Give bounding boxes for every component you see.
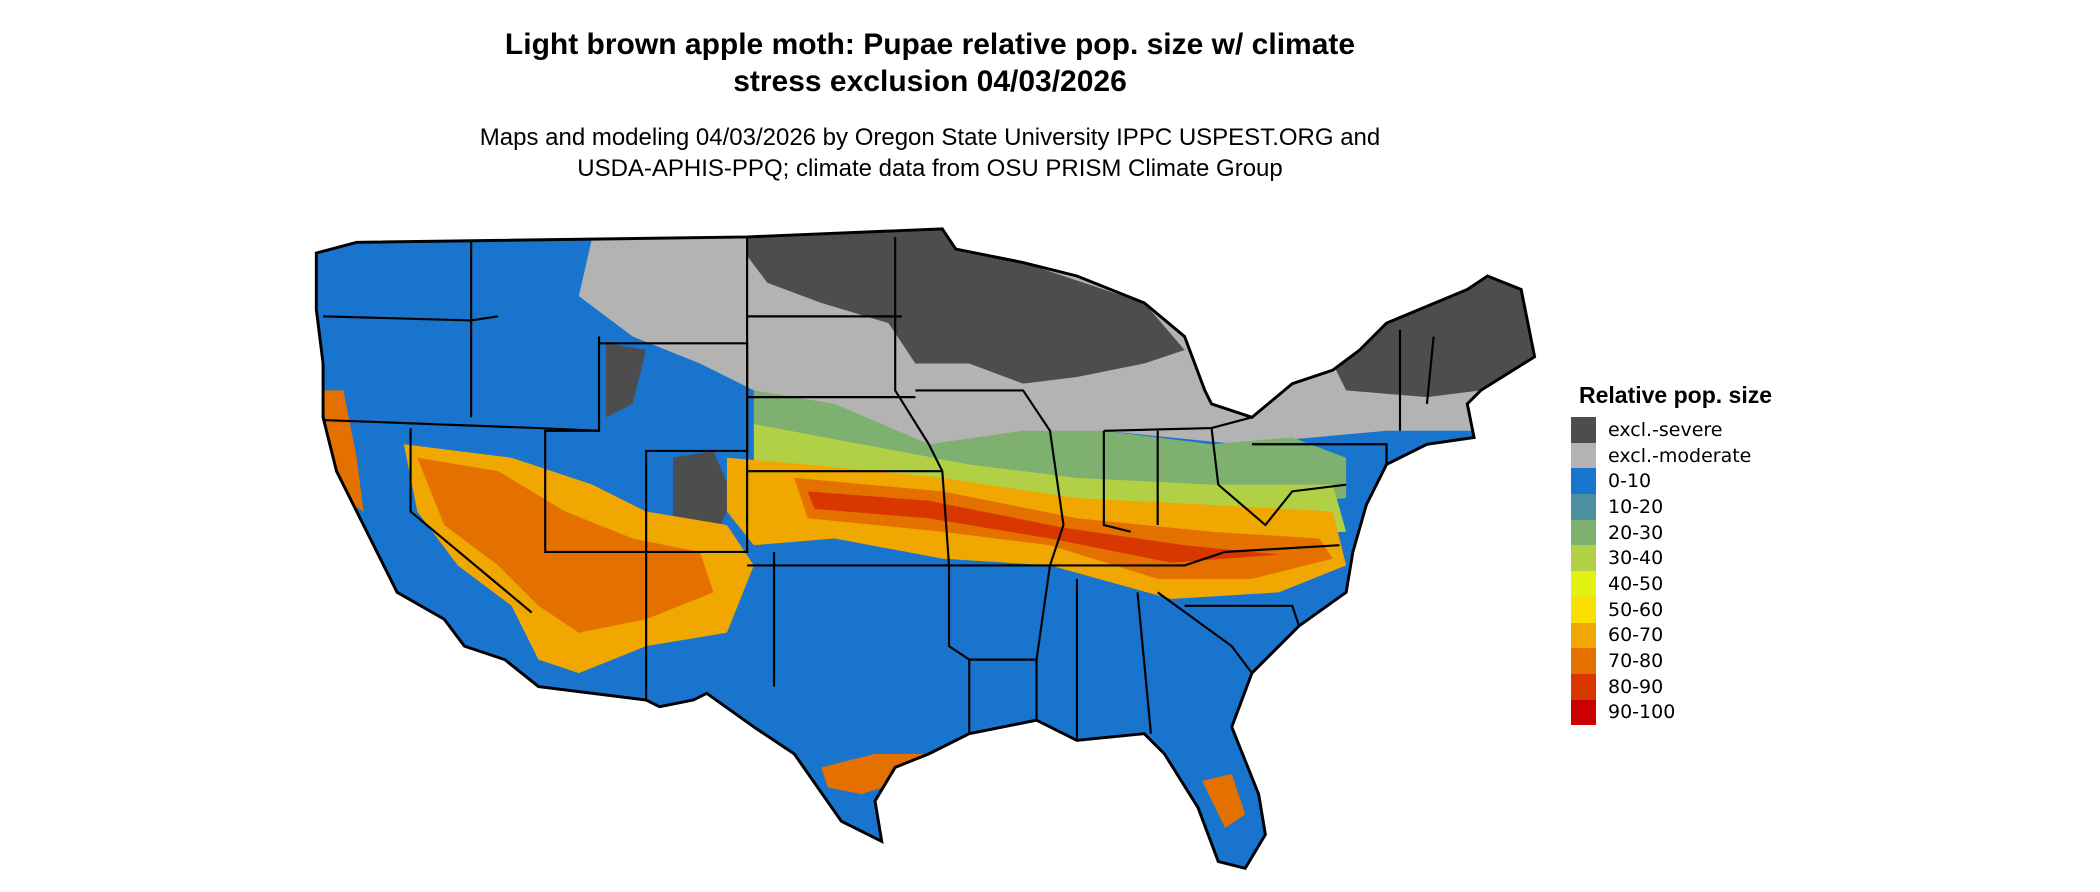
legend-swatch	[1571, 494, 1596, 520]
map-subtitle: Maps and modeling 04/03/2026 by Oregon S…	[360, 122, 1500, 184]
legend-label: 80-90	[1608, 675, 1664, 698]
legend-swatch	[1571, 442, 1596, 469]
legend: Relative pop. size excl.-severe excl.-mod…	[1571, 382, 1773, 726]
legend-swatch	[1571, 673, 1596, 700]
legend-label: 30-40	[1608, 547, 1664, 570]
legend-item: excl.-moderate	[1571, 442, 1772, 469]
legend-item: 10-20	[1571, 494, 1772, 520]
legend-label: excl.-moderate	[1608, 444, 1752, 467]
legend-title: Relative pop. size	[1579, 382, 1773, 408]
legend-item: 90-100	[1571, 699, 1772, 726]
legend-label: 20-30	[1608, 521, 1664, 544]
legend-swatch	[1571, 648, 1596, 674]
legend-swatch	[1571, 545, 1596, 572]
map-title-line1: Light brown apple moth: Pupae relative p…	[504, 28, 1356, 61]
legend-item: 50-60	[1571, 596, 1772, 623]
map-subtitle-line1: Maps and modeling 04/03/2026 by Oregon S…	[479, 124, 1381, 151]
legend-item: 20-30	[1571, 519, 1772, 546]
legend-label: 0-10	[1608, 470, 1652, 493]
zone-10-30	[753, 390, 1347, 512]
legend-label: 70-80	[1608, 650, 1664, 673]
legend-label: 50-60	[1608, 598, 1664, 621]
legend-label: 40-50	[1608, 572, 1664, 595]
legend-label: 10-20	[1608, 495, 1664, 518]
zone-70-80-southwest	[417, 457, 714, 633]
zone-florida	[1202, 774, 1246, 828]
legend-label: 60-70	[1608, 624, 1664, 647]
legend-item: 40-50	[1571, 571, 1772, 597]
legend-swatch	[1571, 417, 1596, 443]
us-outline	[314, 227, 1537, 870]
legend-item: 30-40	[1571, 545, 1772, 572]
legend-swatch	[1571, 468, 1596, 495]
zone-excl-severe-rockies	[605, 343, 734, 552]
map-title-line2: stress exclusion 04/03/2026	[733, 65, 1127, 98]
legend-swatch	[1571, 519, 1596, 546]
legend-item: excl.-severe	[1571, 417, 1772, 443]
legend-label: excl.-severe	[1608, 418, 1723, 441]
legend-item: 60-70	[1571, 622, 1772, 649]
zone-excl-severe-north	[747, 228, 1185, 384]
legend-item: 70-80	[1571, 648, 1772, 674]
zone-80-90-central	[807, 491, 1279, 563]
map-subtitle-line2: USDA-APHIS-PPQ; climate data from OSU PR…	[577, 155, 1283, 182]
map-title: Light brown apple moth: Pupae relative p…	[360, 26, 1500, 100]
legend-label: 90-100	[1608, 701, 1676, 724]
legend-swatch	[1571, 622, 1596, 649]
state-borders	[323, 236, 1435, 741]
legend-swatch	[1571, 571, 1596, 597]
legend-items: excl.-severe excl.-moderate 0-10 10-20 20-30…	[1571, 417, 1772, 726]
legend-item: 0-10	[1571, 468, 1772, 495]
legend-swatch	[1571, 699, 1596, 726]
legend-item: 80-90	[1571, 673, 1772, 700]
legend-swatch	[1571, 596, 1596, 623]
